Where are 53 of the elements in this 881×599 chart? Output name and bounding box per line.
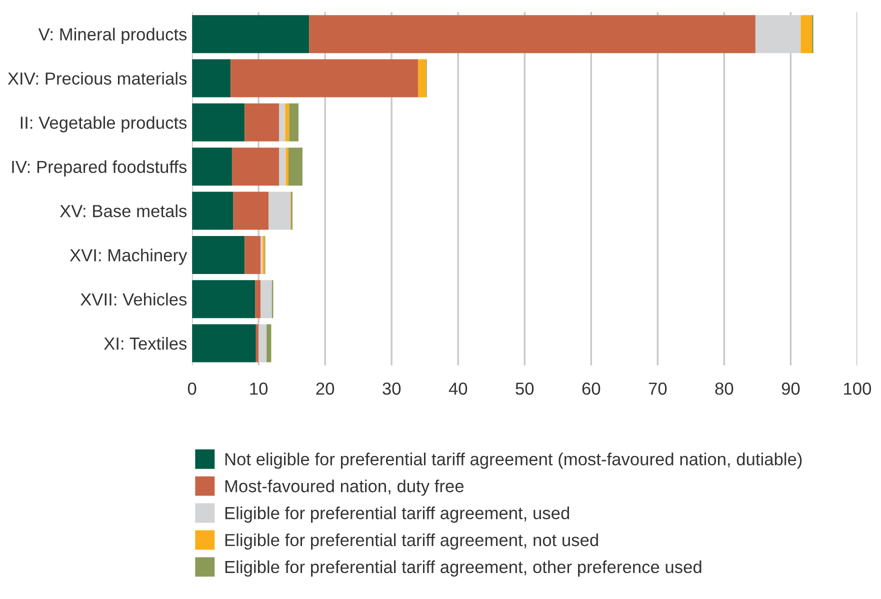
bar	[286, 148, 289, 186]
bar	[279, 148, 286, 186]
bar	[192, 148, 232, 186]
bar	[260, 280, 272, 318]
bar	[256, 324, 259, 362]
bar	[309, 15, 756, 54]
bar	[279, 103, 286, 142]
bar	[289, 103, 298, 142]
legend-label: Not eligible for preferential tariff agreement (most-favoured nation, dutiable)	[225, 452, 802, 469]
x-tick-label: 80	[715, 382, 734, 395]
bar	[755, 15, 801, 54]
legend-label: Eligible for preferential tariff agreement, used	[225, 506, 570, 523]
bar	[192, 236, 245, 274]
y-tick-label: II: Vegetable products	[20, 116, 187, 132]
y-tick-label: XVI: Machinery	[70, 248, 188, 265]
x-tick-label: 20	[316, 382, 334, 395]
bar	[230, 59, 418, 98]
x-tick-label: 100	[844, 382, 872, 395]
bar	[192, 103, 245, 142]
legend-label: Most-favoured nation, duty free	[225, 480, 464, 496]
x-tick-label: 50	[516, 382, 534, 395]
bar	[232, 148, 280, 186]
y-tick-label: XV: Base metals	[60, 204, 187, 218]
x-tick-label: 10	[250, 382, 268, 395]
bar	[288, 148, 302, 186]
bar	[244, 103, 280, 142]
y-tick-label: XIV: Precious materials	[8, 72, 187, 85]
x-tick-label: 60	[582, 382, 600, 395]
y-tick-label: V: Mineral products	[38, 28, 187, 44]
bar	[244, 236, 261, 274]
bar	[192, 280, 256, 318]
bar	[268, 192, 290, 230]
bar	[266, 324, 272, 362]
y-tick-label: XI: Textiles	[104, 337, 187, 350]
bar	[258, 324, 267, 362]
y-tick-label: IV: Prepared foodstuffs	[12, 160, 187, 176]
bar	[285, 103, 290, 142]
x-tick-label: 30	[382, 382, 401, 395]
bar	[192, 59, 231, 98]
x-tick-label: 90	[782, 382, 800, 395]
bar	[192, 15, 310, 54]
bar	[418, 59, 426, 98]
bar	[192, 324, 256, 362]
legend-label: Eligible for preferential tariff agreement, not used	[225, 533, 598, 550]
x-tick-label: 40	[448, 382, 468, 395]
bar	[192, 192, 234, 230]
legend-label: Eligible for preferential tariff agreement, other preference used	[225, 560, 702, 577]
bar	[255, 280, 261, 318]
bar	[233, 192, 269, 230]
bar	[800, 15, 812, 54]
x-tick-label: 0	[188, 382, 196, 395]
x-tick-label: 70	[648, 382, 667, 395]
y-tick-label: XVII: Vehicles	[80, 292, 187, 306]
